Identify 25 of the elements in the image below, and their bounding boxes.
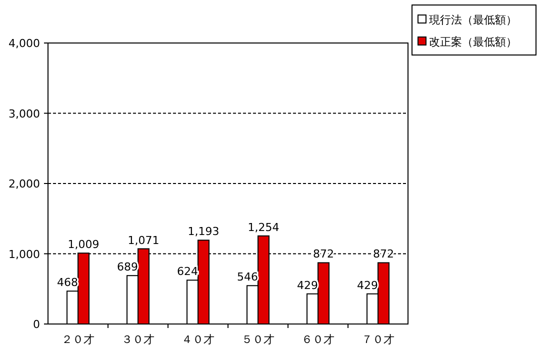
data-label: 624 [177,265,198,278]
x-tick-label: ３０才 [122,333,154,346]
data-label: 689 [117,260,138,274]
y-tick-label: 3,000 [8,107,40,120]
data-label: 546 [237,270,258,284]
legend-label: 現行法（最低額） [429,14,517,26]
x-tick-label: ２０才 [62,333,94,346]
data-label: 1,071 [128,234,160,247]
data-label: 1,254 [248,220,280,234]
data-label: 468 [57,276,78,290]
y-tick-label: 2,000 [8,178,40,190]
x-tick-label: ６０才 [302,333,334,346]
x-tick-label: ４０才 [182,333,214,346]
y-tick-label: 1,000 [8,248,40,261]
data-label: 429 [357,278,378,292]
data-label: 1,009 [68,238,100,252]
data-label: 872 [313,248,334,261]
data-label: 872 [373,248,394,261]
y-tick-label: 4,000 [8,37,40,50]
y-tick-label: 0 [33,318,40,331]
data-label: 429 [297,278,318,292]
legend-label: 改正案（最低額） [429,36,517,48]
data-label: 1,193 [188,225,220,238]
x-tick-label: ７０才 [362,333,394,346]
x-tick-label: ５０才 [242,333,274,346]
